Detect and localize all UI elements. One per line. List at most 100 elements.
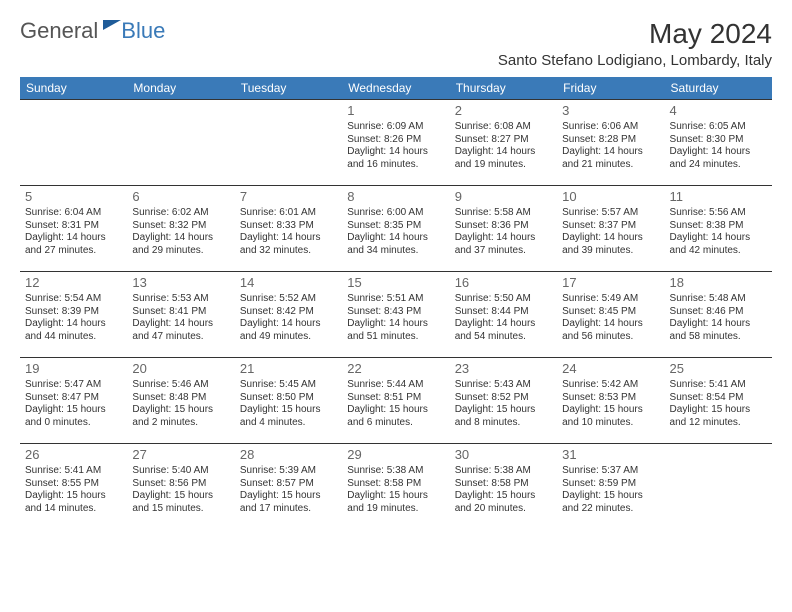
calendar-cell	[235, 100, 342, 186]
day-number: 14	[240, 275, 337, 291]
logo-text-general: General	[20, 18, 98, 44]
daylight-text: Daylight: 15 hours and 15 minutes.	[132, 490, 229, 515]
sunset-text: Sunset: 8:37 PM	[562, 220, 659, 233]
sunrise-text: Sunrise: 6:06 AM	[562, 121, 659, 134]
day-header: Wednesday	[342, 77, 449, 100]
daylight-text: Daylight: 14 hours and 49 minutes.	[240, 318, 337, 343]
calendar-cell	[665, 444, 772, 530]
sunset-text: Sunset: 8:30 PM	[670, 134, 767, 147]
calendar-cell: 14Sunrise: 5:52 AMSunset: 8:42 PMDayligh…	[235, 272, 342, 358]
day-number: 16	[455, 275, 552, 291]
calendar-cell: 29Sunrise: 5:38 AMSunset: 8:58 PMDayligh…	[342, 444, 449, 530]
sunset-text: Sunset: 8:58 PM	[347, 478, 444, 491]
calendar-cell: 19Sunrise: 5:47 AMSunset: 8:47 PMDayligh…	[20, 358, 127, 444]
logo: General Blue	[20, 18, 165, 44]
sunset-text: Sunset: 8:35 PM	[347, 220, 444, 233]
daylight-text: Daylight: 14 hours and 24 minutes.	[670, 146, 767, 171]
sunset-text: Sunset: 8:46 PM	[670, 306, 767, 319]
sunrise-text: Sunrise: 5:53 AM	[132, 293, 229, 306]
sunset-text: Sunset: 8:31 PM	[25, 220, 122, 233]
day-number: 3	[562, 103, 659, 119]
calendar-cell: 26Sunrise: 5:41 AMSunset: 8:55 PMDayligh…	[20, 444, 127, 530]
calendar-cell: 22Sunrise: 5:44 AMSunset: 8:51 PMDayligh…	[342, 358, 449, 444]
sunset-text: Sunset: 8:27 PM	[455, 134, 552, 147]
day-number: 1	[347, 103, 444, 119]
day-header: Monday	[127, 77, 234, 100]
sunrise-text: Sunrise: 5:47 AM	[25, 379, 122, 392]
calendar-cell	[20, 100, 127, 186]
sunrise-text: Sunrise: 5:56 AM	[670, 207, 767, 220]
sunset-text: Sunset: 8:50 PM	[240, 392, 337, 405]
calendar-cell: 21Sunrise: 5:45 AMSunset: 8:50 PMDayligh…	[235, 358, 342, 444]
daylight-text: Daylight: 15 hours and 17 minutes.	[240, 490, 337, 515]
daylight-text: Daylight: 14 hours and 27 minutes.	[25, 232, 122, 257]
daylight-text: Daylight: 14 hours and 47 minutes.	[132, 318, 229, 343]
day-number: 24	[562, 361, 659, 377]
calendar-cell: 25Sunrise: 5:41 AMSunset: 8:54 PMDayligh…	[665, 358, 772, 444]
calendar-cell: 17Sunrise: 5:49 AMSunset: 8:45 PMDayligh…	[557, 272, 664, 358]
sunset-text: Sunset: 8:47 PM	[25, 392, 122, 405]
day-number: 17	[562, 275, 659, 291]
sunrise-text: Sunrise: 5:54 AM	[25, 293, 122, 306]
calendar-cell: 31Sunrise: 5:37 AMSunset: 8:59 PMDayligh…	[557, 444, 664, 530]
daylight-text: Daylight: 14 hours and 54 minutes.	[455, 318, 552, 343]
day-number: 31	[562, 447, 659, 463]
calendar-cell: 24Sunrise: 5:42 AMSunset: 8:53 PMDayligh…	[557, 358, 664, 444]
calendar-week-row: 19Sunrise: 5:47 AMSunset: 8:47 PMDayligh…	[20, 358, 772, 444]
sunrise-text: Sunrise: 5:51 AM	[347, 293, 444, 306]
daylight-text: Daylight: 14 hours and 37 minutes.	[455, 232, 552, 257]
calendar-week-row: 5Sunrise: 6:04 AMSunset: 8:31 PMDaylight…	[20, 186, 772, 272]
sunset-text: Sunset: 8:39 PM	[25, 306, 122, 319]
daylight-text: Daylight: 14 hours and 16 minutes.	[347, 146, 444, 171]
calendar-cell: 11Sunrise: 5:56 AMSunset: 8:38 PMDayligh…	[665, 186, 772, 272]
sunrise-text: Sunrise: 5:58 AM	[455, 207, 552, 220]
daylight-text: Daylight: 15 hours and 10 minutes.	[562, 404, 659, 429]
sunrise-text: Sunrise: 5:50 AM	[455, 293, 552, 306]
location: Santo Stefano Lodigiano, Lombardy, Italy	[498, 52, 772, 69]
day-number: 15	[347, 275, 444, 291]
sunset-text: Sunset: 8:33 PM	[240, 220, 337, 233]
daylight-text: Daylight: 14 hours and 21 minutes.	[562, 146, 659, 171]
day-number: 20	[132, 361, 229, 377]
sunset-text: Sunset: 8:32 PM	[132, 220, 229, 233]
day-number: 6	[132, 189, 229, 205]
day-number: 12	[25, 275, 122, 291]
daylight-text: Daylight: 14 hours and 58 minutes.	[670, 318, 767, 343]
sunrise-text: Sunrise: 6:04 AM	[25, 207, 122, 220]
daylight-text: Daylight: 15 hours and 12 minutes.	[670, 404, 767, 429]
sunrise-text: Sunrise: 6:09 AM	[347, 121, 444, 134]
sunrise-text: Sunrise: 5:46 AM	[132, 379, 229, 392]
calendar-cell: 5 Sunrise: 6:04 AMSunset: 8:31 PMDaylight…	[20, 186, 127, 272]
sunrise-text: Sunrise: 5:37 AM	[562, 465, 659, 478]
sunset-text: Sunset: 8:45 PM	[562, 306, 659, 319]
day-header: Saturday	[665, 77, 772, 100]
sunrise-text: Sunrise: 6:02 AM	[132, 207, 229, 220]
sunrise-text: Sunrise: 5:48 AM	[670, 293, 767, 306]
day-number: 26	[25, 447, 122, 463]
day-number: 23	[455, 361, 552, 377]
header: General Blue May 2024 Santo Stefano Lodi…	[20, 18, 772, 69]
daylight-text: Daylight: 14 hours and 56 minutes.	[562, 318, 659, 343]
calendar-body: 1Sunrise: 6:09 AMSunset: 8:26 PMDaylight…	[20, 100, 772, 530]
sunset-text: Sunset: 8:43 PM	[347, 306, 444, 319]
calendar-cell: 20Sunrise: 5:46 AMSunset: 8:48 PMDayligh…	[127, 358, 234, 444]
calendar-cell: 9Sunrise: 5:58 AMSunset: 8:36 PMDaylight…	[450, 186, 557, 272]
month-title: May 2024	[498, 18, 772, 50]
daylight-text: Daylight: 14 hours and 19 minutes.	[455, 146, 552, 171]
day-header: Thursday	[450, 77, 557, 100]
sunset-text: Sunset: 8:52 PM	[455, 392, 552, 405]
day-header: Sunday	[20, 77, 127, 100]
sunset-text: Sunset: 8:42 PM	[240, 306, 337, 319]
sunset-text: Sunset: 8:59 PM	[562, 478, 659, 491]
day-number: 5	[25, 189, 122, 205]
calendar-cell: 27Sunrise: 5:40 AMSunset: 8:56 PMDayligh…	[127, 444, 234, 530]
daylight-text: Daylight: 14 hours and 42 minutes.	[670, 232, 767, 257]
day-number: 30	[455, 447, 552, 463]
calendar-cell: 3Sunrise: 6:06 AMSunset: 8:28 PMDaylight…	[557, 100, 664, 186]
calendar-table: SundayMondayTuesdayWednesdayThursdayFrid…	[20, 77, 772, 530]
daylight-text: Daylight: 15 hours and 8 minutes.	[455, 404, 552, 429]
calendar-week-row: 12 Sunrise: 5:54 AMSunset: 8:39 PM Dayligh…	[20, 272, 772, 358]
sunrise-text: Sunrise: 5:45 AM	[240, 379, 337, 392]
calendar-cell	[127, 100, 234, 186]
sunrise-text: Sunrise: 5:38 AM	[347, 465, 444, 478]
